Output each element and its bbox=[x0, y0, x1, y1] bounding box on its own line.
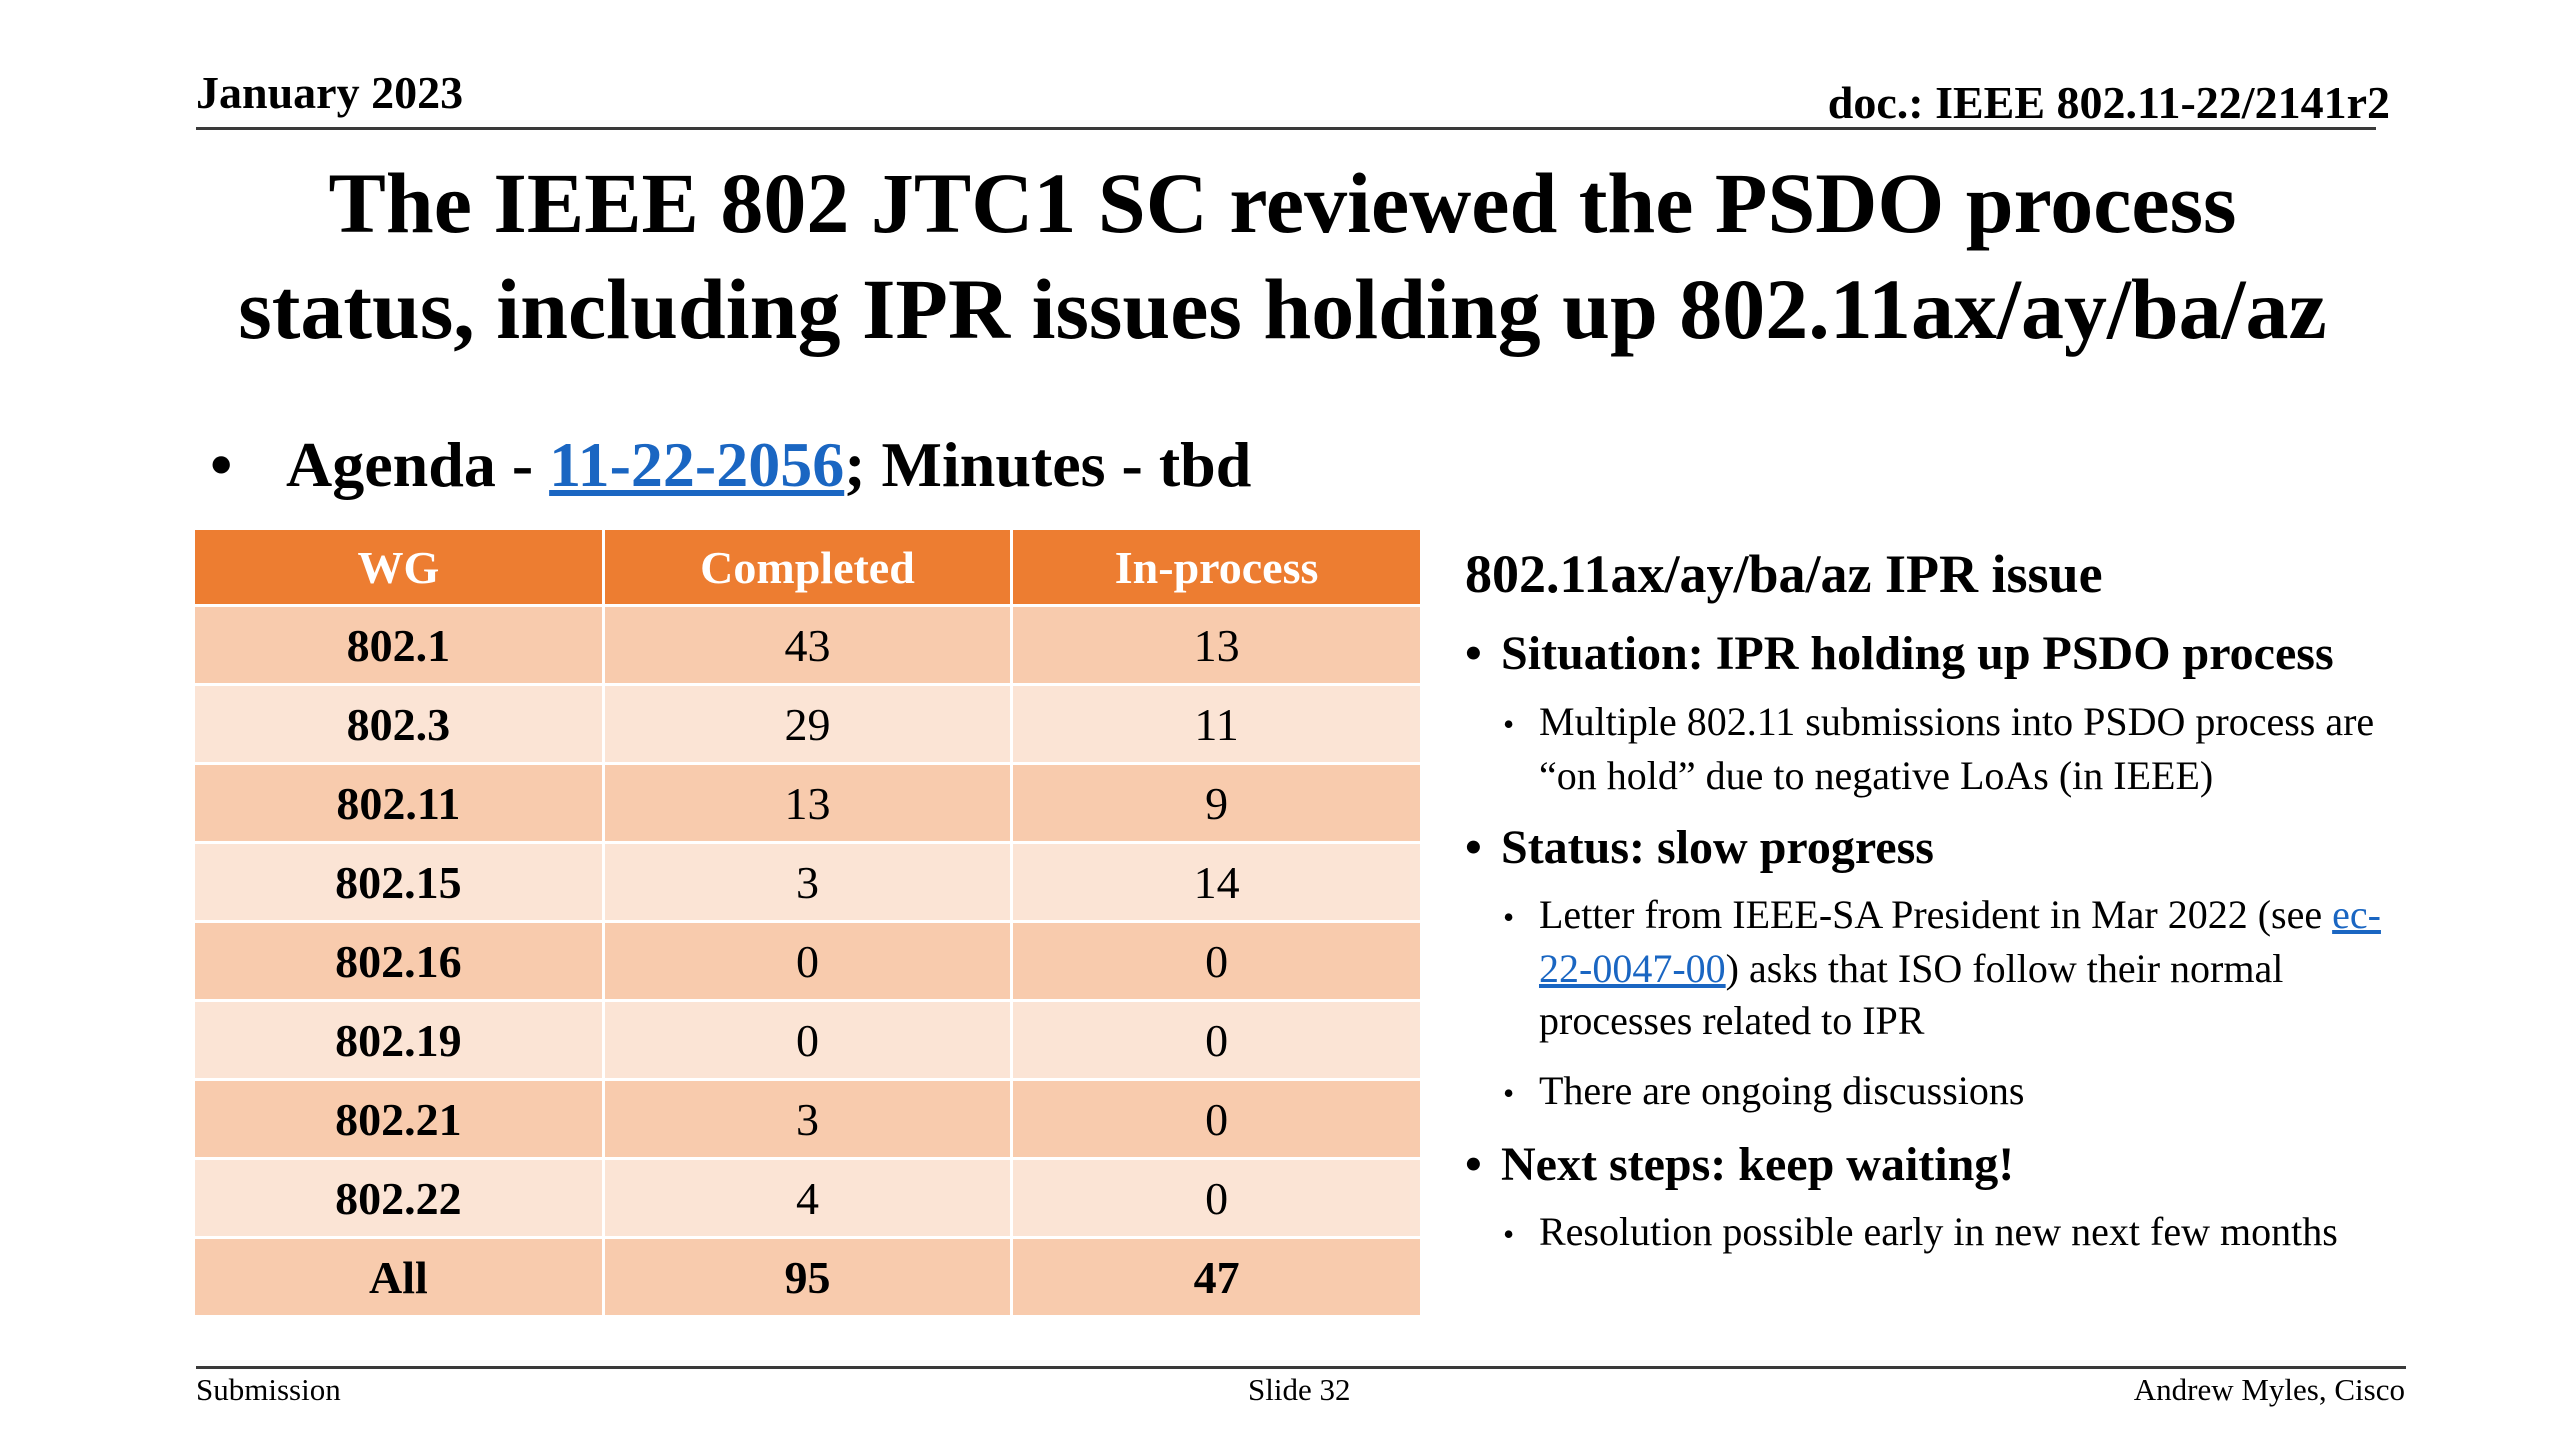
cell-in-process: 0 bbox=[1011, 1000, 1420, 1081]
footer-submission: Submission bbox=[196, 1372, 341, 1407]
slide-title: The IEEE 802 JTC1 SC reviewed the PSDO p… bbox=[160, 150, 2405, 362]
bullet-icon: • bbox=[1465, 1137, 1482, 1191]
cell-completed: 3 bbox=[603, 842, 1014, 923]
column-header-wg: WG bbox=[195, 530, 605, 607]
situation-text: Situation: IPR holding up PSDO process bbox=[1501, 627, 2334, 681]
cell-in-process: 0 bbox=[1011, 1079, 1420, 1160]
psdo-status-table: WG Completed In-process 802.1 43 13 802.… bbox=[195, 530, 1420, 1315]
cell-completed: 3 bbox=[603, 1079, 1014, 1160]
cell-in-process: 0 bbox=[1011, 921, 1420, 1002]
cell-completed: 13 bbox=[603, 763, 1014, 844]
next-steps-detail-text: Resolution possible early in new next fe… bbox=[1539, 1208, 2338, 1254]
agenda-prefix: Agenda - bbox=[286, 429, 550, 500]
cell-in-process: 0 bbox=[1011, 1158, 1420, 1239]
status-detail-pre: Letter from IEEE-SA President in Mar 202… bbox=[1539, 891, 2333, 937]
cell-wg: 802.19 bbox=[195, 1000, 605, 1081]
cell-total-label: All bbox=[195, 1237, 605, 1315]
agenda-link[interactable]: 11-22-2056 bbox=[549, 429, 845, 500]
table-header-row: WG Completed In-process bbox=[195, 530, 1420, 607]
cell-in-process: 13 bbox=[1011, 605, 1420, 686]
cell-completed: 0 bbox=[603, 921, 1014, 1002]
footer-slide-number: Slide 32 bbox=[1248, 1372, 1351, 1407]
cell-wg: 802.16 bbox=[195, 921, 605, 1002]
status-text: Status: slow progress bbox=[1501, 820, 1934, 874]
bullet-icon: • bbox=[1465, 820, 1482, 874]
table-row: 802.15 3 14 bbox=[195, 842, 1420, 923]
cell-in-process: 11 bbox=[1011, 684, 1420, 765]
situation-bullet: • Situation: IPR holding up PSDO process bbox=[1465, 626, 2425, 681]
slide-title-line-2: status, including IPR issues holding up … bbox=[238, 261, 2327, 357]
footer-author: Andrew Myles, Cisco bbox=[2133, 1372, 2405, 1407]
next-steps-detail-bullet: • Resolution possible early in new next f… bbox=[1465, 1206, 2425, 1260]
status-bullet: • Status: slow progress bbox=[1465, 820, 2425, 875]
cell-wg: 802.15 bbox=[195, 842, 605, 923]
status-detail2-text: There are ongoing discussions bbox=[1539, 1067, 2025, 1113]
column-header-in-process: In-process bbox=[1011, 530, 1420, 607]
cell-total-completed: 95 bbox=[603, 1236, 1014, 1315]
table-row: 802.3 29 11 bbox=[195, 684, 1420, 765]
table-row: 802.21 3 0 bbox=[195, 1079, 1420, 1160]
cell-completed: 29 bbox=[603, 684, 1014, 765]
next-steps-bullet: • Next steps: keep waiting! bbox=[1465, 1137, 2425, 1192]
table-row: 802.16 0 0 bbox=[195, 921, 1420, 1002]
table-row: 802.22 4 0 bbox=[195, 1158, 1420, 1239]
cell-wg: 802.11 bbox=[195, 763, 605, 844]
table-total-row: All 95 47 bbox=[195, 1236, 1420, 1315]
situation-detail-bullet: • Multiple 802.11 submissions into PSDO p… bbox=[1465, 696, 2425, 802]
bullet-icon: • bbox=[1503, 1215, 1515, 1252]
bullet-icon: • bbox=[1503, 705, 1515, 742]
ipr-issue-panel: 802.11ax/ay/ba/az IPR issue • Situation: … bbox=[1465, 544, 2425, 1278]
cell-wg: 802.22 bbox=[195, 1158, 605, 1239]
column-header-completed: Completed bbox=[603, 530, 1014, 607]
cell-in-process: 9 bbox=[1011, 763, 1420, 844]
cell-in-process: 14 bbox=[1011, 842, 1420, 923]
header-doc-id: doc.: IEEE 802.11-22/2141r2 bbox=[1827, 77, 2390, 128]
cell-wg: 802.3 bbox=[195, 684, 605, 765]
agenda-suffix: ; Minutes - tbd bbox=[844, 429, 1252, 500]
ec-document-link[interactable]: ec-22-0047-00 bbox=[1539, 891, 2381, 991]
cell-completed: 0 bbox=[603, 1000, 1014, 1081]
bullet-icon: • bbox=[1503, 898, 1515, 935]
footer-divider bbox=[196, 1366, 2406, 1369]
cell-wg: 802.21 bbox=[195, 1079, 605, 1160]
bullet-icon: • bbox=[1465, 627, 1482, 681]
table-row: 802.19 0 0 bbox=[195, 1000, 1420, 1081]
status-detail-bullet: • Letter from IEEE-SA President in Mar 20… bbox=[1465, 889, 2425, 1047]
ipr-issue-heading: 802.11ax/ay/ba/az IPR issue bbox=[1465, 544, 2103, 604]
table-row: 802.11 13 9 bbox=[195, 763, 1420, 844]
status-detail2-bullet: • There are ongoing discussions bbox=[1465, 1065, 2425, 1119]
cell-wg: 802.1 bbox=[195, 605, 605, 686]
status-detail-post: ) asks that ISO follow their normal proc… bbox=[1539, 945, 2284, 1043]
bullet-icon: • bbox=[1503, 1074, 1515, 1111]
next-steps-text: Next steps: keep waiting! bbox=[1501, 1137, 2015, 1191]
bullet-icon: • bbox=[210, 429, 233, 500]
slide-title-line-1: The IEEE 802 JTC1 SC reviewed the PSDO p… bbox=[328, 155, 2237, 251]
agenda-bullet: • Agenda - 11-22-2056; Minutes - tbd bbox=[210, 429, 1252, 500]
cell-total-in-process: 47 bbox=[1011, 1236, 1420, 1315]
cell-completed: 43 bbox=[603, 605, 1014, 686]
header-divider bbox=[196, 127, 2376, 130]
cell-completed: 4 bbox=[603, 1158, 1014, 1239]
header-date: January 2023 bbox=[196, 67, 464, 118]
situation-detail-text: Multiple 802.11 submissions into PSDO pr… bbox=[1539, 698, 2375, 798]
table-row: 802.1 43 13 bbox=[195, 605, 1420, 686]
